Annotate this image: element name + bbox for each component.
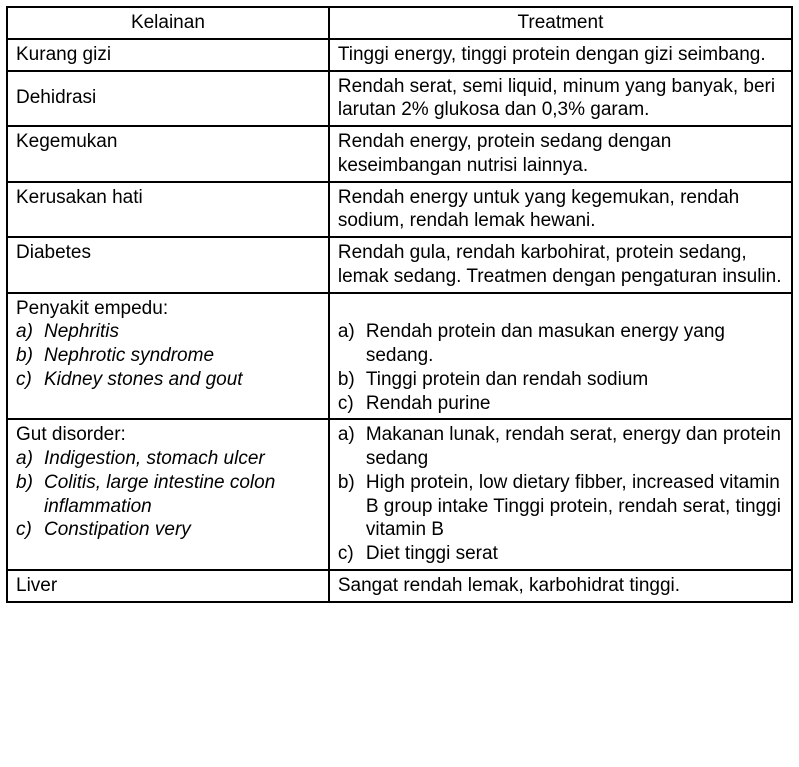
list-item: a) Makanan lunak, rendah serat, energy d… bbox=[338, 423, 783, 471]
kelainan-sublist: a) Nephritis b) Nephrotic syndrome c) Ki… bbox=[16, 320, 320, 391]
list-text: Constipation very bbox=[44, 518, 320, 542]
kelainan-sublist: a) Indigestion, stomach ulcer b) Colitis… bbox=[16, 447, 320, 542]
list-marker: b) bbox=[16, 471, 44, 519]
list-marker: a) bbox=[338, 423, 366, 471]
list-item: a) Nephritis bbox=[16, 320, 320, 344]
kelainan-title: Penyakit empedu: bbox=[16, 297, 320, 321]
table-row: Kurang gizi Tinggi energy, tinggi protei… bbox=[7, 39, 792, 71]
cell-kelainan: Gut disorder: a) Indigestion, stomach ul… bbox=[7, 419, 329, 570]
list-text: Nephritis bbox=[44, 320, 320, 344]
table-row: Liver Sangat rendah lemak, karbohidrat t… bbox=[7, 570, 792, 602]
cell-treatment: a) Makanan lunak, rendah serat, energy d… bbox=[329, 419, 792, 570]
list-text: Makanan lunak, rendah serat, energy dan … bbox=[366, 423, 783, 471]
list-item: c) Constipation very bbox=[16, 518, 320, 542]
table-row: Dehidrasi Rendah serat, semi liquid, min… bbox=[7, 71, 792, 127]
list-item: b) High protein, low dietary fibber, inc… bbox=[338, 471, 783, 542]
list-text: Indigestion, stomach ulcer bbox=[44, 447, 320, 471]
table-row: Diabetes Rendah gula, rendah karbohirat,… bbox=[7, 237, 792, 293]
cell-treatment: Rendah serat, semi liquid, minum yang ba… bbox=[329, 71, 792, 127]
cell-treatment: Rendah energy, protein sedang dengan kes… bbox=[329, 126, 792, 182]
cell-treatment: Sangat rendah lemak, karbohidrat tinggi. bbox=[329, 570, 792, 602]
list-item: c) Diet tinggi serat bbox=[338, 542, 783, 566]
list-text: Diet tinggi serat bbox=[366, 542, 783, 566]
cell-treatment: Rendah gula, rendah karbohirat, protein … bbox=[329, 237, 792, 293]
list-marker: c) bbox=[16, 518, 44, 542]
cell-kelainan: Kerusakan hati bbox=[7, 182, 329, 238]
cell-kelainan: Liver bbox=[7, 570, 329, 602]
list-marker: b) bbox=[16, 344, 44, 368]
table-row: Gut disorder: a) Indigestion, stomach ul… bbox=[7, 419, 792, 570]
list-text: Rendah protein dan masukan energy yang s… bbox=[366, 320, 783, 368]
list-text: Tinggi protein dan rendah sodium bbox=[366, 368, 783, 392]
list-item: b) Tinggi protein dan rendah sodium bbox=[338, 368, 783, 392]
cell-treatment: a) Rendah protein dan masukan energy yan… bbox=[329, 293, 792, 420]
cell-treatment: Rendah energy untuk yang kegemukan, rend… bbox=[329, 182, 792, 238]
list-text: Rendah purine bbox=[366, 392, 783, 416]
table-row: Kegemukan Rendah energy, protein sedang … bbox=[7, 126, 792, 182]
list-marker: c) bbox=[16, 368, 44, 392]
table-header-row: Kelainan Treatment bbox=[7, 7, 792, 39]
list-marker: a) bbox=[16, 320, 44, 344]
list-item: a) Rendah protein dan masukan energy yan… bbox=[338, 320, 783, 368]
list-item: c) Kidney stones and gout bbox=[16, 368, 320, 392]
list-item: b) Colitis, large intestine colon inflam… bbox=[16, 471, 320, 519]
table-row: Penyakit empedu: a) Nephritis b) Nephrot… bbox=[7, 293, 792, 420]
kelainan-treatment-table: Kelainan Treatment Kurang gizi Tinggi en… bbox=[6, 6, 793, 603]
list-marker: a) bbox=[338, 320, 366, 368]
cell-treatment: Tinggi energy, tinggi protein dengan giz… bbox=[329, 39, 792, 71]
list-item: b) Nephrotic syndrome bbox=[16, 344, 320, 368]
list-item: a) Indigestion, stomach ulcer bbox=[16, 447, 320, 471]
list-marker: b) bbox=[338, 368, 366, 392]
cell-kelainan: Diabetes bbox=[7, 237, 329, 293]
header-kelainan: Kelainan bbox=[7, 7, 329, 39]
list-text: Nephrotic syndrome bbox=[44, 344, 320, 368]
cell-kelainan: Kurang gizi bbox=[7, 39, 329, 71]
cell-kelainan: Dehidrasi bbox=[7, 71, 329, 127]
kelainan-title: Gut disorder: bbox=[16, 423, 320, 447]
cell-kelainan: Penyakit empedu: a) Nephritis b) Nephrot… bbox=[7, 293, 329, 420]
list-marker: c) bbox=[338, 392, 366, 416]
treatment-sublist: a) Rendah protein dan masukan energy yan… bbox=[338, 320, 783, 415]
table-row: Kerusakan hati Rendah energy untuk yang … bbox=[7, 182, 792, 238]
cell-kelainan: Kegemukan bbox=[7, 126, 329, 182]
header-treatment: Treatment bbox=[329, 7, 792, 39]
list-text: High protein, low dietary fibber, increa… bbox=[366, 471, 783, 542]
list-marker: b) bbox=[338, 471, 366, 542]
list-text: Colitis, large intestine colon inflammat… bbox=[44, 471, 320, 519]
treatment-sublist: a) Makanan lunak, rendah serat, energy d… bbox=[338, 423, 783, 566]
list-marker: c) bbox=[338, 542, 366, 566]
list-item: c) Rendah purine bbox=[338, 392, 783, 416]
list-marker: a) bbox=[16, 447, 44, 471]
list-text: Kidney stones and gout bbox=[44, 368, 320, 392]
